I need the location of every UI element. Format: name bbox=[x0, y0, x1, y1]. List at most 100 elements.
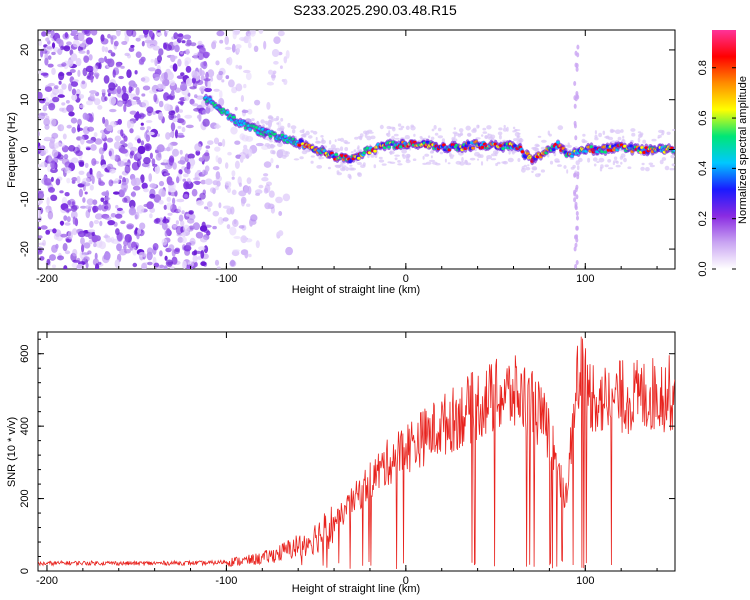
noise-blob bbox=[72, 248, 78, 257]
noise-blob bbox=[57, 48, 63, 55]
noise-blob bbox=[60, 220, 64, 226]
noise-blob bbox=[182, 173, 189, 178]
noise-blob bbox=[154, 57, 158, 67]
noise-blob bbox=[56, 154, 64, 160]
noise-blob bbox=[113, 141, 122, 150]
noise-blob bbox=[189, 98, 195, 105]
noise-blob bbox=[175, 225, 183, 235]
colorbar-tick-label: 0.8 bbox=[697, 60, 709, 75]
noise-blob bbox=[339, 137, 345, 142]
noise-blob bbox=[498, 134, 502, 140]
noise-blob bbox=[410, 125, 416, 131]
noise-blob bbox=[281, 79, 286, 82]
noise-blob bbox=[549, 160, 554, 165]
noise-blob bbox=[70, 117, 78, 124]
noise-blob bbox=[537, 135, 542, 138]
noise-blob bbox=[68, 111, 75, 117]
noise-blob bbox=[212, 166, 220, 171]
noise-blob bbox=[82, 67, 88, 77]
noise-blob bbox=[273, 60, 279, 65]
noise-blob bbox=[148, 173, 152, 182]
noise-blob bbox=[49, 118, 57, 127]
noise-blob bbox=[299, 129, 305, 134]
noise-blob bbox=[151, 158, 156, 166]
noise-blob bbox=[198, 246, 206, 251]
noise-blob bbox=[191, 103, 199, 107]
noise-blob bbox=[92, 205, 99, 213]
noise-blob bbox=[277, 30, 285, 37]
noise-blob bbox=[279, 65, 283, 69]
noise-blob bbox=[87, 230, 93, 240]
noise-blob bbox=[91, 96, 96, 102]
noise-blob bbox=[389, 150, 392, 155]
noise-blob bbox=[231, 176, 235, 180]
ridge-point bbox=[387, 145, 391, 149]
noise-blob bbox=[203, 61, 207, 67]
noise-blob bbox=[449, 156, 454, 159]
noise-blob bbox=[182, 224, 190, 233]
noise-blob bbox=[389, 161, 396, 164]
noise-blob bbox=[305, 130, 310, 136]
noise-blob bbox=[64, 250, 71, 255]
noise-blob bbox=[494, 151, 498, 157]
noise-blob bbox=[147, 45, 155, 49]
y-tick-label: 200 bbox=[19, 489, 31, 507]
noise-blob bbox=[670, 154, 675, 159]
noise-blob bbox=[146, 247, 154, 255]
noise-blob bbox=[162, 218, 170, 224]
noise-blob bbox=[622, 135, 625, 139]
noise-blob bbox=[367, 154, 370, 159]
noise-blob bbox=[379, 124, 384, 130]
noise-blob bbox=[209, 187, 216, 194]
bottom-y-axis-label: SNR (10 * v/v) bbox=[6, 417, 18, 487]
noise-blob bbox=[336, 165, 343, 168]
noise-blob bbox=[225, 162, 229, 169]
noise-blob bbox=[110, 52, 116, 57]
noise-blob bbox=[136, 158, 141, 168]
noise-blob bbox=[218, 70, 224, 76]
noise-blob bbox=[52, 228, 57, 234]
noise-blob bbox=[230, 126, 238, 135]
noise-blob bbox=[123, 187, 127, 193]
noise-blob bbox=[74, 218, 79, 227]
noise-blob bbox=[231, 189, 237, 196]
noise-blob bbox=[82, 197, 86, 203]
noise-blob bbox=[183, 95, 190, 102]
noise-blob bbox=[167, 180, 175, 186]
noise-blob bbox=[137, 138, 141, 144]
noise-blob bbox=[144, 143, 152, 152]
noise-blob bbox=[66, 41, 72, 46]
noise-blob bbox=[336, 170, 340, 174]
noise-blob bbox=[98, 181, 105, 186]
noise-blob bbox=[268, 190, 275, 198]
noise-blob bbox=[87, 229, 96, 233]
noise-blob bbox=[67, 230, 73, 240]
noise-blob bbox=[157, 152, 162, 158]
noise-blob bbox=[366, 135, 372, 141]
noise-blob bbox=[158, 111, 163, 121]
noise-blob bbox=[419, 135, 423, 139]
noise-blob bbox=[103, 200, 108, 205]
noise-blob bbox=[180, 72, 185, 76]
noise-blob bbox=[205, 145, 211, 149]
noise-blob bbox=[50, 160, 57, 170]
noise-blob bbox=[615, 164, 621, 168]
noise-blob bbox=[255, 240, 260, 249]
top-y-axis-label: Frequency (Hz) bbox=[6, 112, 18, 188]
noise-blob bbox=[401, 153, 405, 157]
noise-blob bbox=[575, 184, 579, 190]
noise-blob bbox=[186, 161, 191, 171]
noise-blob bbox=[66, 216, 71, 223]
noise-blob bbox=[123, 162, 131, 167]
noise-blob bbox=[444, 158, 447, 163]
noise-blob bbox=[61, 102, 66, 106]
noise-blob bbox=[230, 259, 236, 267]
noise-blob bbox=[397, 123, 402, 127]
noise-blob bbox=[177, 125, 182, 129]
noise-blob bbox=[312, 130, 318, 135]
noise-blob bbox=[120, 220, 126, 225]
noise-blob bbox=[86, 198, 94, 206]
noise-blob bbox=[576, 44, 580, 50]
noise-blob bbox=[70, 53, 78, 62]
noise-blob bbox=[299, 156, 304, 160]
